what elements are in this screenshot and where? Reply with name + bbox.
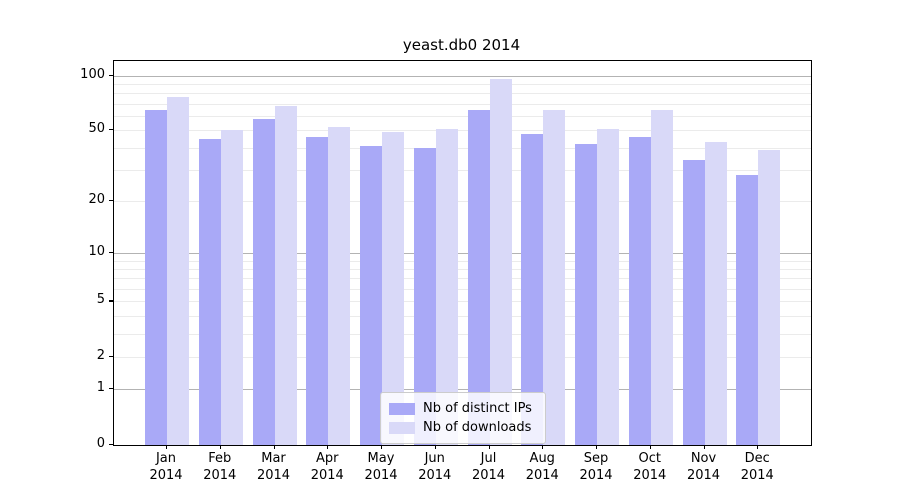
x-tick-mark [166, 445, 168, 449]
legend: Nb of distinct IPs Nb of downloads [380, 392, 546, 444]
x-tick-label: Jan 2014 [149, 451, 183, 483]
minor-gridline [114, 356, 811, 358]
x-tick-label: Mar 2014 [256, 451, 291, 483]
x-tick-mark [703, 445, 705, 449]
legend-label-distinct-ips: Nb of distinct IPs [423, 401, 532, 416]
y-tick-mark [109, 129, 113, 131]
x-tick-mark [757, 445, 759, 449]
bar-sep-ips [575, 143, 597, 445]
y-tick-mark [109, 251, 113, 254]
y-tick-mark [109, 200, 113, 202]
bar-dec-ips [736, 175, 759, 445]
bar-aug-ips [521, 133, 544, 445]
x-tick-label: Jun 2014 [418, 451, 452, 483]
y-tick-label: 20 [88, 192, 105, 208]
minor-gridline [114, 315, 811, 317]
minor-gridline [114, 170, 811, 172]
x-tick-label: Sep 2014 [579, 451, 613, 483]
x-tick-mark [649, 445, 651, 449]
x-tick-label: Aug 2014 [525, 451, 559, 483]
y-tick-label: 2 [96, 347, 105, 363]
y-tick-mark [109, 74, 113, 76]
y-tick-mark [109, 355, 113, 357]
minor-gridline [114, 147, 811, 149]
bar-jan-downloads [167, 97, 189, 445]
bar-may-ips [360, 145, 382, 445]
bar-apr-downloads [328, 127, 351, 445]
bar-nov-downloads [704, 142, 727, 445]
minor-gridline [114, 93, 811, 95]
bar-mar-ips [252, 118, 275, 445]
minor-gridline [114, 115, 811, 117]
minor-gridline [114, 103, 811, 105]
bar-dec-downloads [758, 149, 781, 445]
minor-gridline [114, 201, 811, 203]
y-tick-mark [109, 300, 113, 302]
x-tick-mark [596, 445, 598, 449]
x-tick-mark [273, 445, 275, 449]
minor-gridline [114, 333, 811, 335]
major-gridline [114, 389, 811, 391]
plot-area [113, 60, 812, 446]
bar-oct-ips [628, 136, 651, 445]
bar-jan-ips [145, 109, 167, 445]
y-tick-mark [109, 443, 113, 445]
major-gridline [114, 75, 811, 77]
x-tick-label: Oct 2014 [633, 451, 667, 483]
legend-label-downloads: Nb of downloads [423, 420, 532, 435]
minor-gridline [114, 278, 811, 280]
bar-may-downloads [382, 131, 404, 445]
bar-jun-downloads [435, 128, 458, 445]
y-tick-mark [109, 388, 113, 390]
x-tick-mark [381, 445, 383, 449]
minor-gridline [114, 289, 811, 290]
x-tick-mark [542, 445, 544, 449]
x-tick-label: Apr 2014 [310, 451, 344, 483]
bar-feb-ips [198, 138, 221, 445]
legend-item-downloads: Nb of downloads [389, 418, 535, 437]
bar-nov-ips [682, 160, 705, 445]
x-tick-label: Jul 2014 [471, 451, 506, 483]
bar-sep-downloads [597, 128, 619, 445]
y-tick-label: 50 [88, 121, 105, 137]
minor-gridline [114, 301, 811, 303]
chart-title: yeast.db0 2014 [402, 36, 521, 54]
y-tick-label: 100 [80, 66, 105, 82]
legend-item-distinct-ips: Nb of distinct IPs [389, 399, 535, 418]
x-tick-label: Feb 2014 [203, 451, 237, 483]
minor-gridline [114, 260, 811, 262]
bar-aug-downloads [543, 109, 566, 445]
y-tick-label: 0 [96, 435, 105, 451]
x-tick-mark [219, 445, 221, 449]
major-gridline [114, 252, 811, 254]
legend-swatch-downloads [389, 421, 415, 434]
bar-oct-downloads [650, 109, 673, 445]
legend-swatch-distinct-ips [389, 402, 415, 415]
bar-jul-ips [467, 109, 490, 445]
x-tick-label: May 2014 [364, 451, 398, 483]
y-tick-label: 10 [88, 243, 105, 259]
x-tick-mark [488, 445, 490, 449]
x-tick-label: Dec 2014 [740, 451, 774, 483]
x-tick-mark [327, 445, 329, 449]
x-tick-mark [434, 445, 436, 449]
minor-gridline [114, 130, 811, 132]
bar-jun-ips [413, 147, 436, 445]
bar-feb-downloads [220, 130, 243, 445]
x-tick-label: Nov 2014 [686, 451, 721, 483]
bar-jul-downloads [489, 78, 512, 445]
bar-mar-downloads [274, 106, 297, 445]
bar-apr-ips [306, 136, 329, 445]
minor-gridline [114, 268, 811, 270]
minor-gridline [114, 84, 811, 86]
y-tick-label: 5 [96, 292, 105, 308]
y-tick-label: 1 [96, 380, 105, 396]
